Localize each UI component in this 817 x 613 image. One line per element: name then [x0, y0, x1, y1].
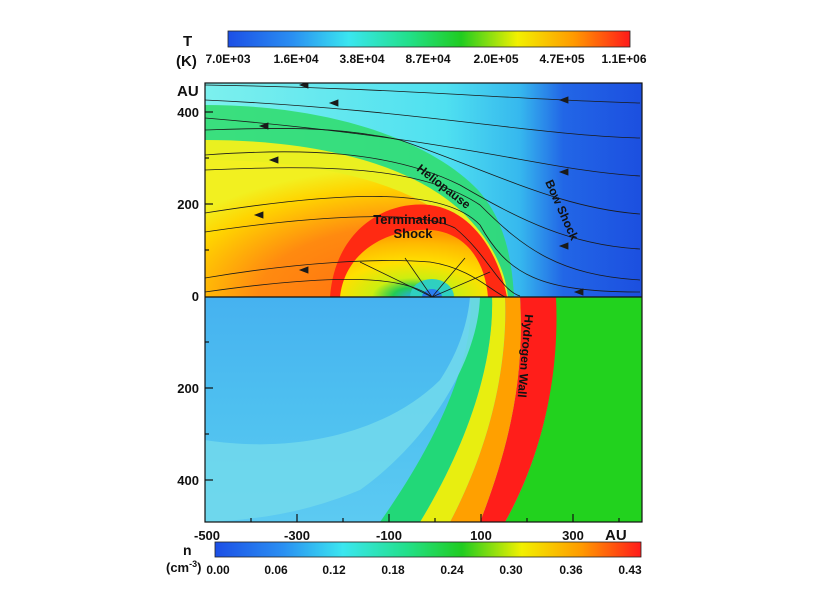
x-tick-300: 300 — [562, 528, 584, 543]
density-symbol: n — [183, 542, 192, 558]
temperature-colorbar: T (K) 7.0E+03 1.6E+04 3.8E+04 8.7E+04 2.… — [176, 30, 647, 70]
x-tick-100: 100 — [470, 528, 492, 543]
bottom-y-tick-400: 400 — [177, 473, 199, 488]
density-tick-1: 0.06 — [264, 563, 288, 577]
density-tick-5: 0.30 — [499, 563, 523, 577]
density-tick-2: 0.12 — [322, 563, 346, 577]
temperature-tick-6: 1.1E+06 — [601, 52, 646, 66]
top-y-tick-400: 400 — [177, 105, 199, 120]
density-colorbar: n (cm-3) 0.00 0.06 0.12 0.18 0.24 0.30 0… — [166, 541, 642, 577]
bottom-y-tick-200: 200 — [177, 381, 199, 396]
temperature-panel — [205, 83, 642, 297]
axis-labels: AU 400 200 0 200 400 -500 -300 -100 100 … — [177, 83, 627, 544]
temperature-symbol: T — [183, 33, 192, 50]
x-tick-minus300: -300 — [284, 528, 310, 543]
density-tick-7: 0.43 — [618, 563, 642, 577]
temperature-tick-2: 3.8E+04 — [339, 52, 384, 66]
temperature-tick-3: 8.7E+04 — [405, 52, 450, 66]
streamlines — [205, 83, 641, 297]
density-tick-4: 0.24 — [440, 563, 464, 577]
top-y-tick-200: 200 — [177, 197, 199, 212]
x-tick-minus100: -100 — [376, 528, 402, 543]
density-tick-0: 0.00 — [206, 563, 230, 577]
temperature-tick-1: 1.6E+04 — [273, 52, 318, 66]
density-tick-6: 0.36 — [559, 563, 583, 577]
temperature-tick-0: 7.0E+03 — [205, 52, 250, 66]
density-tick-3: 0.18 — [381, 563, 405, 577]
temperature-tick-5: 4.7E+05 — [539, 52, 584, 66]
top-y-tick-0: 0 — [192, 289, 199, 304]
density-panel — [205, 297, 642, 522]
density-unit: (cm-3) — [166, 559, 201, 575]
temperature-unit: (K) — [176, 53, 197, 70]
temperature-tick-4: 2.0E+05 — [473, 52, 518, 66]
panel-frames — [204, 82, 643, 523]
termination-shock-label-line1: Termination — [373, 212, 446, 227]
termination-shock-label-line2: Shock — [393, 226, 433, 241]
x-axis-unit: AU — [605, 527, 627, 544]
top-axis-unit: AU — [177, 83, 199, 100]
x-tick-minus500: -500 — [194, 528, 220, 543]
